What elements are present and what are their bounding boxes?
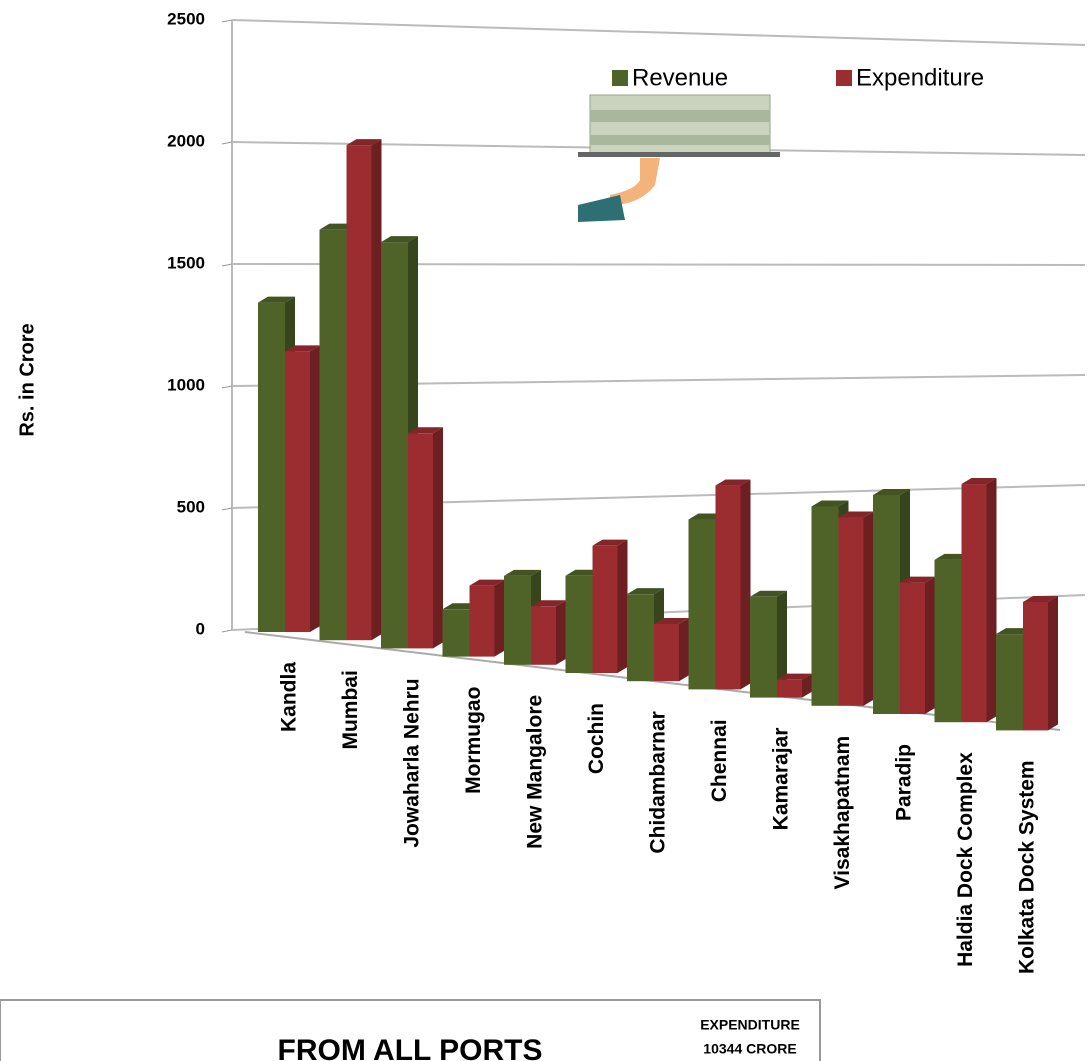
bar-top	[811, 500, 849, 507]
bar	[627, 594, 654, 682]
bar	[654, 623, 679, 682]
y-axis-label: Rs. in Crore	[16, 323, 38, 436]
tick-mark	[221, 263, 233, 267]
y-tick-label: 1000	[167, 375, 205, 394]
bar-top	[777, 673, 812, 680]
y-tick-label: 500	[177, 497, 205, 516]
bar	[565, 575, 593, 673]
bar-top	[873, 489, 910, 495]
tick-mark	[221, 141, 233, 145]
x-tick-label: Cochin	[585, 703, 608, 774]
x-tick-label: Chennai	[708, 719, 731, 802]
x-tick-label: Mormugao	[462, 687, 485, 794]
footer-box	[0, 999, 821, 1061]
x-tick-label: Haldia Dock Complex	[954, 752, 977, 967]
bar-top	[285, 345, 320, 352]
bar-side	[494, 579, 505, 657]
bar	[688, 519, 716, 690]
bar-top	[750, 590, 787, 597]
bar	[408, 433, 433, 649]
bar-top	[504, 569, 541, 576]
bar-top	[1023, 596, 1058, 602]
bar-side	[371, 139, 382, 641]
bar	[592, 545, 618, 673]
bar-side	[777, 590, 787, 698]
legend-swatch	[836, 70, 852, 86]
bar-side	[433, 427, 443, 649]
bar	[319, 229, 347, 641]
bar	[258, 302, 285, 632]
x-tick-label: New Mangalore	[524, 695, 547, 849]
bar-side	[679, 617, 689, 682]
bar-top	[346, 139, 382, 146]
grid-line	[231, 19, 1086, 46]
legend-label: Expenditure	[856, 64, 984, 91]
bar-top	[838, 511, 874, 518]
bar-top	[654, 617, 689, 624]
footer-title: FROM ALL PORTS	[278, 1034, 543, 1061]
x-tick-label: Jowaharla Nehru	[401, 678, 424, 847]
bar-side	[1048, 596, 1058, 731]
bar	[777, 679, 802, 698]
bar-top	[900, 576, 935, 583]
y-tick-label: 0	[196, 619, 205, 638]
x-tick-label: Kamarajar	[770, 728, 793, 831]
tick-mark	[221, 385, 233, 389]
bar-side	[925, 576, 935, 714]
x-tick-label: Kandla	[278, 662, 301, 732]
tick-mark	[221, 19, 233, 23]
bar-top	[961, 478, 997, 485]
bar	[346, 145, 372, 641]
bar	[285, 351, 310, 632]
x-tick-label: Mumbai	[339, 670, 362, 749]
bar	[900, 582, 925, 714]
bar	[442, 609, 470, 657]
bar	[873, 495, 900, 714]
bar	[504, 575, 531, 665]
bar-top	[592, 539, 628, 546]
bar	[531, 606, 556, 665]
x-tick-label: Kolkata Dock System	[1016, 760, 1039, 974]
bar-top	[715, 479, 751, 486]
bar	[996, 634, 1023, 731]
bar-side	[617, 539, 628, 673]
tick-mark	[221, 629, 233, 633]
bar	[838, 517, 864, 706]
bar-top	[469, 579, 505, 586]
bar-side	[986, 478, 997, 723]
tick-mark	[221, 507, 233, 511]
bar-top	[627, 588, 664, 595]
bar-top	[531, 600, 566, 607]
y-tick-label: 2500	[167, 9, 205, 28]
bar	[469, 585, 495, 657]
footer-panel: FROM ALL PORTS EXPENDITURE 10344 CRORE	[0, 999, 821, 1061]
bar-top	[408, 427, 443, 434]
bar	[934, 559, 962, 723]
bar	[381, 242, 408, 649]
bar-side	[863, 511, 874, 706]
bar	[1023, 602, 1048, 731]
legend-label: Revenue	[632, 64, 728, 91]
bar-side	[740, 479, 751, 690]
footer-amount: 10344 CRORE	[703, 1041, 796, 1057]
bar	[715, 485, 741, 690]
illustration	[578, 94, 780, 222]
legend-swatch	[612, 70, 628, 86]
y-tick-label: 2000	[167, 131, 205, 150]
bar-top	[381, 236, 418, 243]
bar-side	[802, 673, 812, 698]
bar-top	[258, 296, 295, 303]
x-tick-label: Visakhapatnam	[831, 736, 854, 890]
bar-side	[310, 345, 320, 632]
footer-label: EXPENDITURE	[700, 1017, 800, 1033]
bar	[961, 484, 987, 723]
bar	[750, 596, 777, 698]
y-tick-label: 1500	[167, 253, 205, 272]
bar-side	[556, 600, 566, 665]
bar	[811, 506, 839, 706]
x-tick-label: Paradip	[893, 744, 916, 821]
x-tick-label: Chidambarnar	[647, 711, 670, 853]
